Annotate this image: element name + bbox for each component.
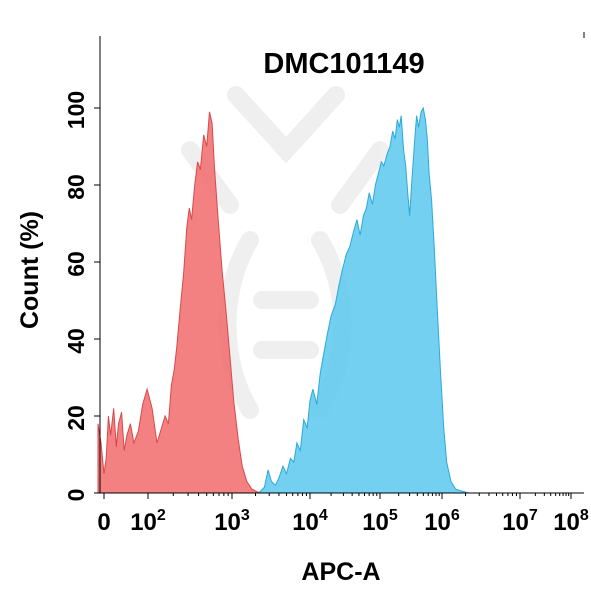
histogram-series-1 <box>97 111 262 494</box>
x-tick-label: 0 <box>97 509 110 536</box>
y-tick-label: 40 <box>63 328 89 354</box>
x-axis-title: APC-A <box>301 558 380 586</box>
x-ticks: 0 102 103 104 105 106 107 108 <box>97 493 589 536</box>
series-layer <box>97 106 469 494</box>
x-tick-label: 107 <box>502 507 538 536</box>
plot-area: 0 20 40 60 80 100 0 102 103 104 105 106 107 108 <box>63 32 589 536</box>
x-tick-label: 102 <box>130 507 166 536</box>
x-tick-label: 103 <box>214 507 250 536</box>
y-axis-title: Count (%) <box>16 211 44 329</box>
chart-title: DMC101149 <box>263 48 424 80</box>
y-ticks: 0 20 40 60 80 100 <box>63 91 100 502</box>
x-tick-label: 106 <box>424 507 460 536</box>
axes-layer <box>99 32 585 494</box>
y-tick-label: 60 <box>63 251 89 277</box>
y-tick-label: 0 <box>63 489 89 502</box>
y-tick-label: 20 <box>63 405 89 431</box>
y-tick-label: 100 <box>63 91 89 129</box>
x-tick-label: 104 <box>292 507 328 536</box>
histogram-series-2 <box>257 106 469 494</box>
y-tick-label: 80 <box>63 174 89 200</box>
x-tick-label: 108 <box>553 507 589 536</box>
x-tick-label: 105 <box>362 507 398 536</box>
